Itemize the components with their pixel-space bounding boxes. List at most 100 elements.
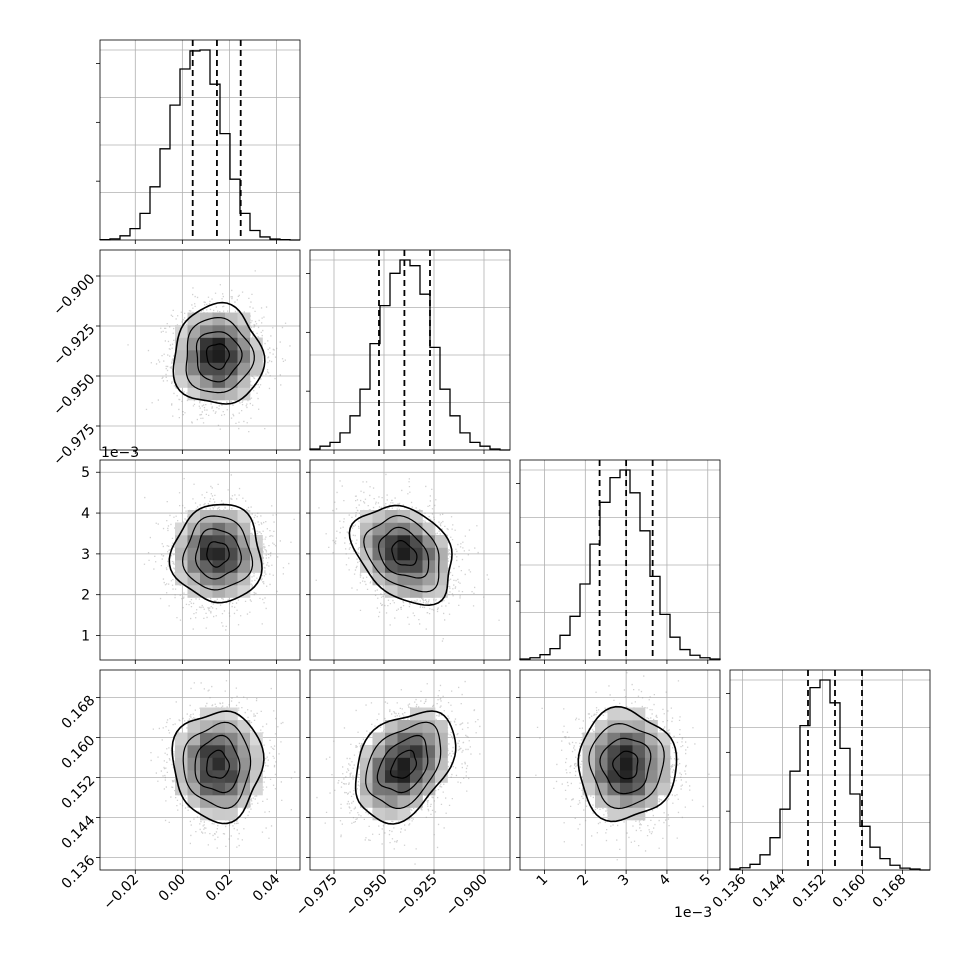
contour-3-2-0 — [612, 750, 639, 780]
density-cell — [237, 375, 251, 388]
scatter-panel-2-0 — [96, 459, 301, 664]
density-cell — [397, 782, 411, 796]
density-cell — [422, 572, 436, 586]
scatter-content-3-1 — [310, 670, 510, 870]
density-cell — [410, 560, 423, 573]
y-tick-label-2-1: 2 — [81, 588, 90, 604]
density-cell — [410, 585, 423, 598]
density-cell — [372, 560, 386, 573]
density-cell — [657, 757, 671, 771]
density-cell — [410, 795, 423, 808]
density-cell — [237, 745, 251, 758]
contour-3-1-1 — [376, 734, 429, 794]
density-cell — [212, 732, 226, 746]
density-cell — [360, 535, 373, 548]
density-cell — [200, 770, 213, 783]
panels-layer — [96, 39, 931, 874]
density-cell — [435, 572, 448, 586]
contour-3-0-1 — [194, 734, 241, 794]
density-cell — [397, 560, 411, 573]
density-cell — [187, 795, 201, 808]
density-cell — [397, 745, 411, 758]
scatter-panel-3-1 — [306, 669, 511, 874]
density-cell — [397, 807, 411, 821]
density-cell — [620, 770, 633, 783]
density-cell — [410, 535, 423, 548]
density-cell — [250, 337, 263, 351]
density-cell — [645, 732, 658, 746]
density-cell — [410, 745, 423, 758]
density-cell — [225, 510, 238, 523]
density-cell — [200, 362, 213, 376]
density-cell — [372, 510, 386, 523]
scatter-content-3-0 — [100, 670, 300, 870]
histogram-panel-2 — [516, 459, 721, 664]
density-cell — [175, 350, 188, 363]
density-cell — [225, 807, 238, 821]
density-cell — [657, 782, 671, 796]
density-cell — [582, 745, 596, 758]
density-cell — [595, 745, 608, 758]
contour-2-0-1 — [194, 528, 242, 580]
density-cell — [422, 522, 436, 536]
density-cell — [397, 757, 411, 771]
density-cell — [607, 720, 621, 733]
density-cell — [225, 522, 238, 536]
density-cell — [200, 572, 213, 586]
density-cell — [250, 745, 263, 758]
density-cell — [250, 362, 263, 376]
density-cell — [607, 732, 621, 746]
density-cell — [175, 535, 188, 548]
density-cell — [212, 312, 226, 326]
contour-1-0-1 — [195, 331, 243, 383]
density-cell — [250, 757, 263, 771]
scatter-panel-1-0 — [96, 249, 301, 454]
density-cell — [212, 770, 226, 783]
density-cell — [360, 547, 373, 561]
density-cell — [620, 707, 633, 721]
density-cell — [435, 547, 448, 561]
density-cell — [212, 745, 226, 758]
density-cell — [225, 572, 238, 586]
density-cell — [212, 547, 226, 561]
histogram-panel-3 — [726, 669, 931, 874]
density-cell — [225, 770, 238, 783]
density-cell — [237, 522, 251, 536]
density-cell — [187, 560, 201, 573]
density-cell — [607, 807, 621, 821]
density-cell — [410, 782, 423, 796]
density-cell — [212, 522, 226, 536]
scatter-panel-3-0 — [96, 669, 301, 874]
density-cell — [435, 732, 448, 746]
density-cell — [620, 782, 633, 796]
scatter-frame-3-0 — [99, 669, 301, 871]
density-cell — [187, 547, 201, 561]
density-cell — [657, 770, 671, 783]
density-cell — [435, 745, 448, 758]
density-cell — [620, 795, 633, 808]
density-cell — [237, 362, 251, 376]
density-cell — [385, 510, 398, 523]
density-cell — [200, 560, 213, 573]
density-cell — [372, 807, 386, 821]
histogram-step-0 — [99, 49, 300, 241]
density-cell — [595, 720, 608, 733]
scatter-panel-3-2 — [516, 669, 721, 874]
contour-3-1-0 — [390, 749, 417, 779]
density-cell — [360, 757, 373, 771]
density-cell — [645, 795, 658, 808]
y-tick-label-2-0: 1 — [81, 629, 90, 645]
histogram-frame-0 — [99, 39, 301, 241]
density-cell — [372, 547, 386, 561]
contour-2-1-0 — [391, 540, 418, 566]
x-offset-label: 1e−3 — [674, 905, 712, 921]
density-cell — [250, 350, 263, 363]
density-cell — [175, 757, 188, 771]
density-cell — [225, 547, 238, 561]
density-cell — [237, 337, 251, 351]
density-cell — [225, 585, 238, 598]
scatter-points-2-0 — [143, 474, 295, 631]
density-cell — [250, 547, 263, 561]
y-offset-label: 1e−3 — [101, 445, 139, 461]
